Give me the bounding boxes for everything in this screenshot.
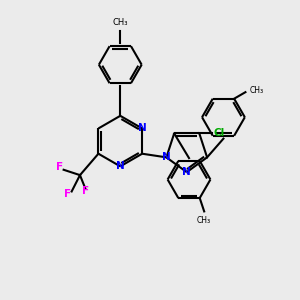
Text: N: N xyxy=(162,152,171,162)
Text: F: F xyxy=(56,162,63,172)
Text: F: F xyxy=(82,187,89,196)
Text: CH₃: CH₃ xyxy=(112,18,128,27)
Text: F: F xyxy=(64,189,71,200)
Text: CH₃: CH₃ xyxy=(250,86,264,95)
Text: CH₃: CH₃ xyxy=(197,216,211,225)
Text: N: N xyxy=(182,167,191,177)
Text: N: N xyxy=(116,161,125,171)
Text: Cl: Cl xyxy=(214,128,225,138)
Text: N: N xyxy=(138,124,146,134)
